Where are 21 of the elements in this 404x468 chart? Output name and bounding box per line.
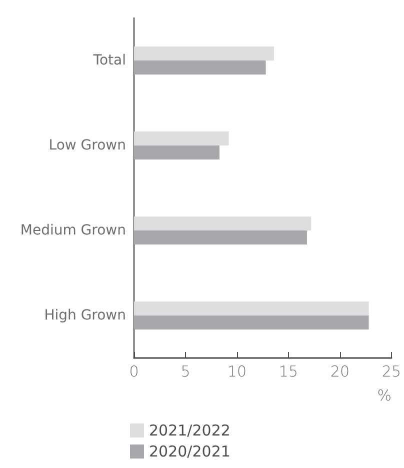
bar	[134, 132, 229, 146]
bar	[134, 60, 266, 74]
y-tick-label: Medium Grown	[20, 222, 126, 238]
x-axis-title: %	[377, 386, 392, 404]
legend-label: 2021/2022	[149, 422, 230, 440]
x-tick-label: 25	[382, 362, 402, 380]
bar	[134, 302, 369, 316]
y-tick-label: Total	[92, 52, 126, 68]
x-tick-label: 15	[278, 362, 298, 380]
x-tick-label: 0	[129, 362, 139, 380]
x-tick-label: 5	[180, 362, 190, 380]
y-tick-label: Low Grown	[48, 138, 126, 154]
bar	[134, 46, 274, 60]
bar	[134, 216, 312, 230]
bar	[134, 230, 308, 244]
x-tick-label: 10	[227, 362, 247, 380]
x-tick-label: 20	[330, 362, 350, 380]
legend-label: 2020/2021	[149, 442, 230, 460]
bar	[134, 146, 220, 160]
y-tick-label: High Grown	[44, 308, 126, 324]
bar	[134, 316, 369, 330]
